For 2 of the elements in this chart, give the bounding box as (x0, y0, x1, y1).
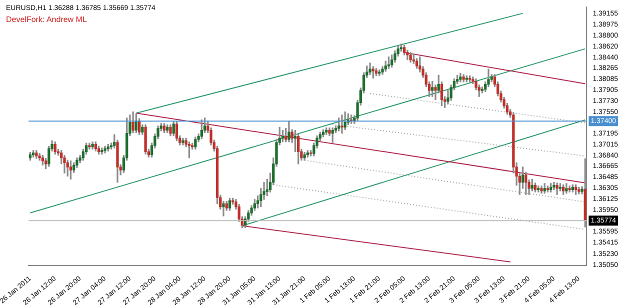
candlestick (340, 114, 344, 134)
text: DevelFork: Andrew ML (6, 15, 88, 24)
